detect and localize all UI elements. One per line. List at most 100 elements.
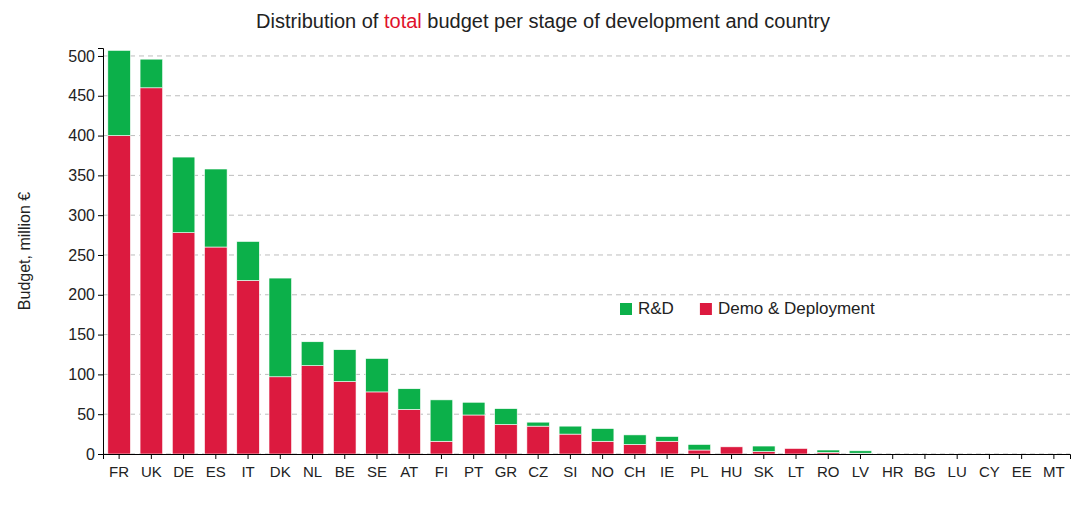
bar <box>462 402 485 415</box>
x-tick: SK <box>754 454 774 480</box>
bar <box>333 350 356 382</box>
bar <box>237 241 260 280</box>
y-tick: 150 <box>68 326 103 343</box>
y-tick-label: 200 <box>68 286 95 303</box>
y-axis-title: Budget, million € <box>16 192 33 310</box>
bar <box>398 389 421 410</box>
title: Distribution of total budget per stage o… <box>256 10 830 32</box>
y-tick-label: 300 <box>68 207 95 224</box>
y-tick: 250 <box>68 247 103 264</box>
title-part: per <box>494 10 523 32</box>
x-tick: LT <box>788 454 804 480</box>
y-tick-label: 500 <box>68 48 95 65</box>
x-tick-mark <box>634 454 635 459</box>
y-tick-mark <box>98 215 103 216</box>
y-axis-line <box>98 49 104 455</box>
x-tick-mark <box>248 454 249 459</box>
x-tick-label: SI <box>563 463 577 480</box>
x-tick-label: FI <box>435 463 448 480</box>
legend-label: Demo & Deployment <box>718 299 875 318</box>
x-tick-label: SE <box>367 463 387 480</box>
bar <box>301 342 324 366</box>
x-tick-label: NO <box>591 463 614 480</box>
x-axis: FRUKDEESITDKNLBESEATFIPTGRCZSINOCHIEPLHU… <box>104 454 1071 480</box>
x-tick-mark <box>667 454 668 459</box>
x-tick-mark <box>473 454 474 459</box>
bars <box>108 50 872 454</box>
x-tick-label: DE <box>173 463 194 480</box>
bar <box>205 169 228 247</box>
bar <box>366 358 389 391</box>
bar <box>398 409 421 454</box>
bar <box>205 247 228 454</box>
title-part: of <box>583 10 600 32</box>
bar <box>720 447 743 454</box>
bar <box>720 446 743 447</box>
y-tick-mark <box>98 136 103 137</box>
legend-swatch <box>620 303 632 315</box>
bar <box>527 422 550 426</box>
x-tick-mark <box>924 454 925 459</box>
x-tick: IT <box>241 454 254 480</box>
x-tick: RO <box>817 454 840 480</box>
x-tick: BE <box>335 454 355 480</box>
bar <box>140 88 163 454</box>
x-tick-mark <box>376 454 377 459</box>
bar <box>785 448 808 449</box>
x-tick: NL <box>303 454 322 480</box>
x-tick-label: CY <box>979 463 1000 480</box>
y-tick: 400 <box>68 127 103 144</box>
y-tick-mark <box>98 374 103 375</box>
bar <box>495 425 518 454</box>
legend-item: R&D <box>620 299 674 318</box>
bar <box>624 435 647 445</box>
x-tick: AT <box>400 454 418 480</box>
x-tick: CZ <box>528 454 548 480</box>
y-tick-mark <box>98 255 103 256</box>
grid-line <box>103 95 1070 96</box>
bar <box>269 377 292 454</box>
series <box>108 50 872 453</box>
y-tick-mark <box>98 175 103 176</box>
y-tick: 100 <box>68 366 103 383</box>
bar <box>333 382 356 454</box>
x-tick: SE <box>367 454 387 480</box>
title-part: and <box>725 10 758 32</box>
bar <box>237 280 260 454</box>
x-tick-mark <box>215 454 216 459</box>
y-tick-label: 250 <box>68 247 95 264</box>
x-tick-label: NL <box>303 463 322 480</box>
x-tick-mark <box>505 454 506 459</box>
y-tick-mark <box>98 96 103 97</box>
bar <box>914 454 937 455</box>
x-tick: EE <box>1012 454 1032 480</box>
y-tick-mark <box>98 414 103 415</box>
series <box>108 88 872 454</box>
x-tick-mark <box>1021 454 1022 459</box>
bar <box>172 157 195 233</box>
bar <box>591 429 614 442</box>
x-tick-label: HR <box>882 463 904 480</box>
legend-label: R&D <box>638 299 674 318</box>
x-tick-label: BG <box>914 463 936 480</box>
y-tick-label: 400 <box>68 127 95 144</box>
chart: 050100150200250300350400450500FRUKDEESIT… <box>0 0 1086 506</box>
x-tick: UK <box>141 454 162 480</box>
y-tick: 350 <box>68 167 103 184</box>
bar <box>978 454 1001 455</box>
x-tick-label: PL <box>690 463 708 480</box>
bar <box>495 409 518 425</box>
y-tick: 450 <box>68 87 103 104</box>
y-tick-label: 450 <box>68 87 95 104</box>
x-tick: NO <box>591 454 614 480</box>
grid-line <box>103 55 1070 56</box>
x-tick-mark <box>344 454 345 459</box>
bar <box>881 454 904 455</box>
x-tick: MT <box>1043 454 1065 480</box>
x-tick-mark <box>570 454 571 459</box>
x-tick: DK <box>270 454 291 480</box>
x-tick-mark <box>989 454 990 459</box>
x-tick-label: ES <box>206 463 226 480</box>
bar <box>624 444 647 454</box>
y-tick-label: 100 <box>68 366 95 383</box>
